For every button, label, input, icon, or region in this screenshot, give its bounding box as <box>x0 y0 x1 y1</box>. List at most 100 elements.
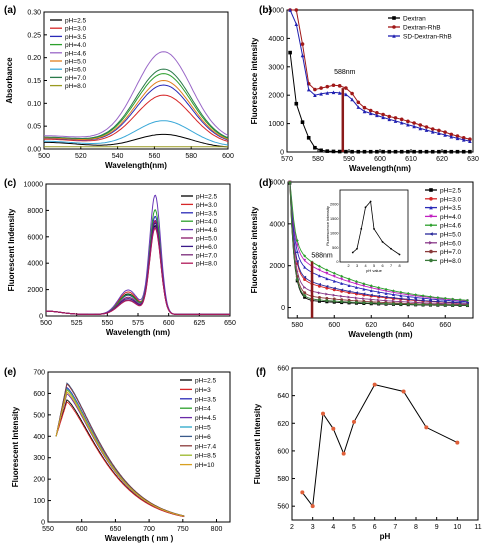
panel-label: (f) <box>256 367 266 378</box>
data-point <box>430 130 435 134</box>
data-point <box>303 254 307 258</box>
x-tick-label: 9 <box>435 524 439 531</box>
data-point <box>381 115 385 120</box>
data-point <box>300 120 305 124</box>
data-point <box>443 300 447 304</box>
inset-x-axis-label: pH value <box>366 268 383 273</box>
legend-label: pH=7.0 <box>440 249 462 256</box>
data-point <box>468 137 472 142</box>
y-tick-label: 600 <box>33 391 45 398</box>
data-point <box>375 149 379 154</box>
data-point <box>392 16 396 20</box>
data-point <box>325 91 330 95</box>
data-point <box>449 132 454 137</box>
data-point <box>303 294 307 298</box>
data-point <box>352 419 356 424</box>
data-point <box>406 122 410 127</box>
data-point <box>455 440 460 445</box>
legend-label: pH=4.0 <box>440 214 462 221</box>
data-point <box>424 149 429 154</box>
x-tick-label: 600 <box>328 322 340 329</box>
y-tick-label: 660 <box>277 366 289 373</box>
x-tick-label: 6 <box>373 524 377 531</box>
y-tick-label: 0.30 <box>27 10 41 17</box>
data-point <box>295 277 299 281</box>
legend-label: pH=3.5 <box>65 34 87 41</box>
x-tick-label: 640 <box>402 322 414 329</box>
data-point <box>295 239 299 243</box>
y-tick-label: 600 <box>277 448 289 455</box>
data-point <box>319 148 323 153</box>
inset-x-tick-label: 3 <box>356 264 358 268</box>
data-point <box>350 149 354 154</box>
x-tick-label: 580 <box>312 156 324 163</box>
inset-x-tick-label: 6 <box>381 264 383 268</box>
panel-b: 570 580 590 600 610 620 630 0 1000 2000 3000 4000 50… <box>250 5 479 173</box>
data-point <box>331 90 336 95</box>
x-tick-label: 500 <box>38 153 50 160</box>
data-point <box>294 22 299 26</box>
data-point <box>461 149 466 154</box>
data-point <box>377 287 381 291</box>
inset-x-tick-label: 8 <box>398 264 400 268</box>
x-tick-label: 5 <box>352 524 356 531</box>
data-point <box>340 281 344 285</box>
data-point <box>350 91 354 96</box>
series-line <box>44 51 229 138</box>
legend-label: pH=3.0 <box>440 196 462 203</box>
data-point <box>391 296 395 300</box>
legend-label: pH=2.5 <box>65 18 87 25</box>
data-point <box>332 274 336 278</box>
data-point <box>369 301 373 305</box>
data-point <box>303 295 307 299</box>
y-tick-label: 0 <box>39 314 43 321</box>
data-point <box>455 136 460 141</box>
data-point <box>458 301 462 305</box>
data-point <box>436 303 440 307</box>
data-point <box>325 271 329 275</box>
data-point <box>392 25 396 29</box>
legend-label: pH=4 <box>195 406 211 413</box>
data-point <box>317 295 321 299</box>
y-tick-label: 5000 <box>268 8 284 15</box>
data-point <box>443 149 447 154</box>
data-point <box>300 53 305 58</box>
data-point <box>306 87 311 92</box>
y-tick-label: 4000 <box>27 261 43 268</box>
y-tick-label: 200 <box>33 477 45 484</box>
x-tick-label: 550 <box>101 320 113 327</box>
x-axis-label: Wavelength (nm) <box>106 328 170 337</box>
legend-label: pH=3.5 <box>196 210 218 217</box>
y-tick-label: 1000 <box>268 121 284 128</box>
data-point <box>347 289 351 293</box>
x-tick-label: 525 <box>71 320 83 327</box>
x-tick-label: 600 <box>222 153 234 160</box>
data-point <box>384 295 388 299</box>
inset-point <box>360 227 363 230</box>
data-point <box>428 299 432 303</box>
data-point <box>421 296 425 300</box>
data-point <box>337 84 342 88</box>
data-point <box>295 250 299 254</box>
plot-frame <box>47 371 231 523</box>
data-point <box>317 268 321 272</box>
y-tick-label: 10000 <box>24 182 44 189</box>
x-tick-label: 630 <box>467 156 479 163</box>
data-point <box>325 292 329 296</box>
data-point <box>429 223 433 227</box>
x-axis-label: Wavelength(nm) <box>349 164 411 173</box>
data-point <box>377 290 381 294</box>
data-point <box>300 42 305 46</box>
y-axis-label: Fluorescent Intensity <box>253 403 262 484</box>
data-point <box>384 291 388 295</box>
data-point <box>428 303 432 307</box>
inset-point <box>369 200 372 203</box>
y-axis-label: Fluorescence intensity <box>250 37 259 124</box>
data-point <box>421 303 425 307</box>
legend-label: pH=10 <box>195 462 215 469</box>
plot-frame <box>291 367 479 521</box>
legend-label: pH=5.0 <box>440 232 462 239</box>
inset-x-tick-label: 4 <box>364 264 366 268</box>
